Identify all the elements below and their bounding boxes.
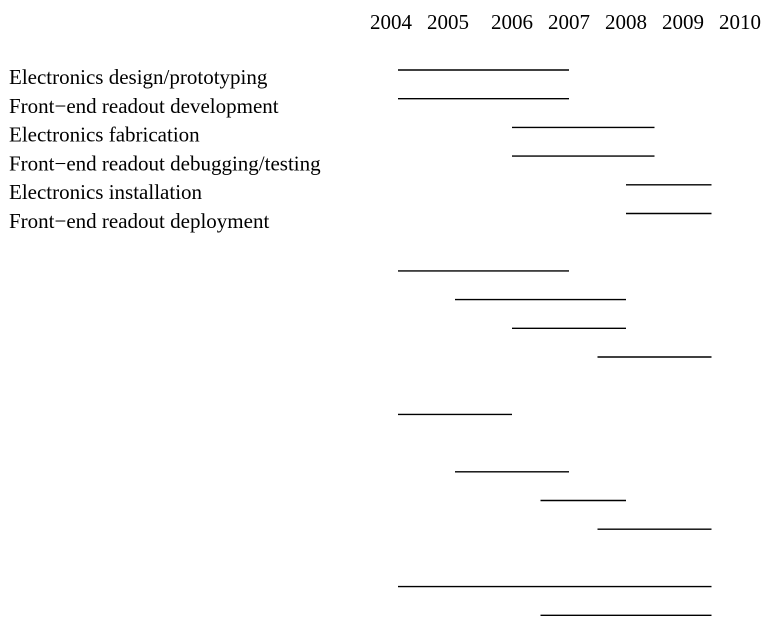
year-label: 2004: [370, 10, 413, 34]
year-axis-labels: 2004 2005 2006 2007 2008 2009 2010: [370, 10, 761, 34]
year-label: 2008: [605, 10, 647, 34]
year-label: 2005: [427, 10, 469, 34]
year-label: 2010: [719, 10, 761, 34]
task-label: Front−end readout deployment: [9, 209, 269, 233]
task-label: Electronics fabrication: [9, 123, 200, 147]
year-label: 2006: [491, 10, 533, 34]
task-labels: Electronics design/prototyping Front−end …: [9, 65, 321, 233]
task-label: Front−end readout debugging/testing: [9, 151, 321, 175]
year-label: 2007: [548, 10, 590, 34]
timeline-bars: [398, 69, 712, 616]
task-label: Electronics design/prototyping: [9, 65, 268, 89]
task-label: Front−end readout development: [9, 94, 279, 118]
year-label: 2009: [662, 10, 704, 34]
task-label: Electronics installation: [9, 180, 203, 204]
